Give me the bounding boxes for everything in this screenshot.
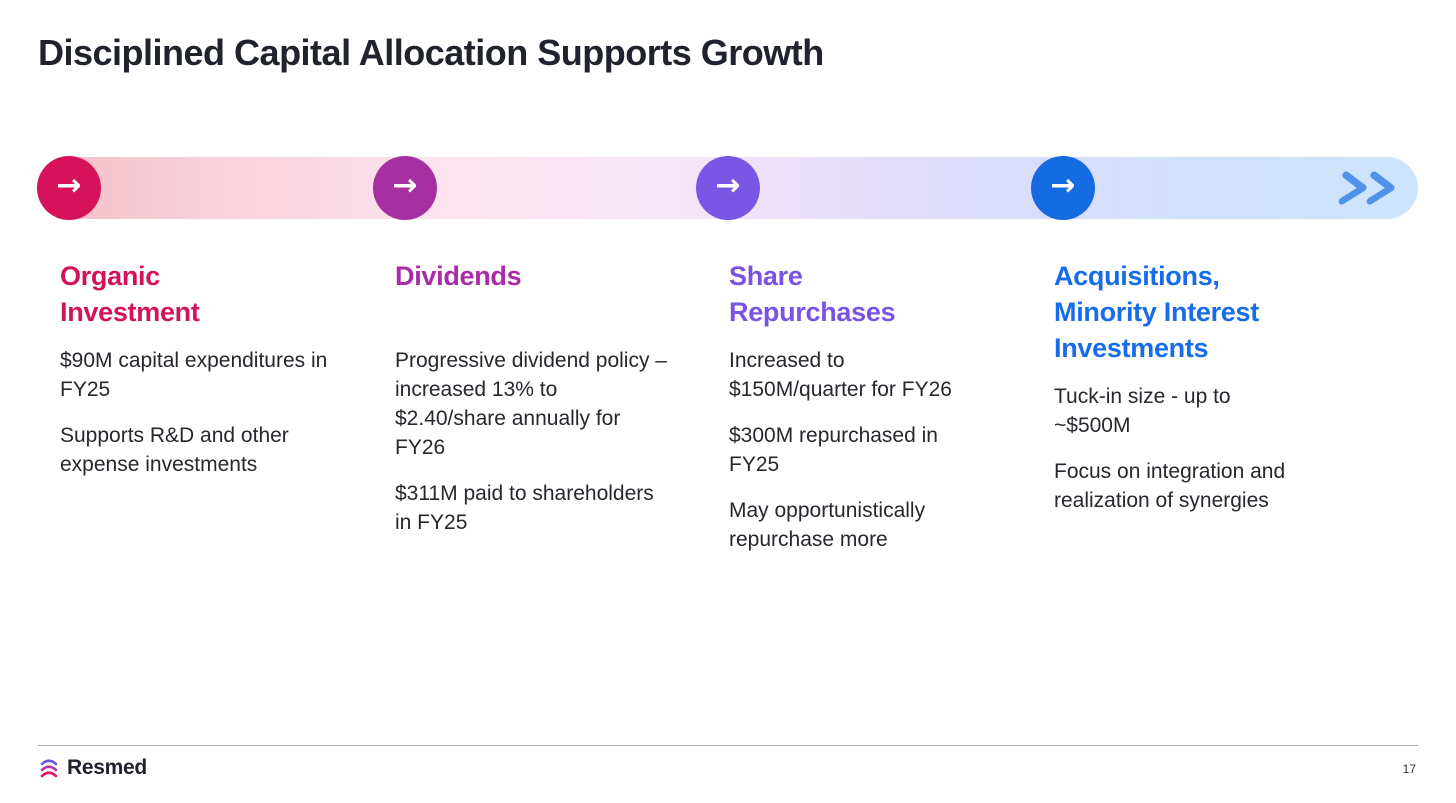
right-arrow-icon: → <box>392 168 418 203</box>
step-circle-organic-investment: → <box>37 156 101 220</box>
resmed-logo: Resmed <box>38 756 147 780</box>
column-heading: Organic Investment <box>60 261 200 327</box>
column-acquisitions: Acquisitions, Minority Interest Investme… <box>1054 258 1308 532</box>
column-paragraph: Increased to $150M/quarter for FY26 <box>729 349 952 401</box>
column-paragraph: Tuck-in size - up to ~$500M <box>1054 385 1231 437</box>
step-circle-dividends: → <box>373 156 437 220</box>
right-arrow-icon: → <box>715 168 741 203</box>
column-organic-investment: Organic Investment $90M capital expendit… <box>60 258 342 496</box>
column-paragraph: May opportunistically repurchase more <box>729 499 926 551</box>
column-paragraph: Progressive dividend policy – increased … <box>395 349 667 459</box>
column-share-repurchases: Share Repurchases Increased to $150M/qua… <box>729 258 981 571</box>
capital-allocation-flow-bar: → → → → <box>37 156 1418 220</box>
footer-divider <box>38 745 1418 746</box>
column-heading: Acquisitions, Minority Interest Investme… <box>1054 261 1259 363</box>
step-circle-acquisitions: → <box>1031 156 1095 220</box>
page-title: Disciplined Capital Allocation Supports … <box>38 32 824 73</box>
right-arrow-icon: → <box>56 168 82 203</box>
right-arrow-icon: → <box>1050 168 1076 203</box>
column-heading: Dividends <box>395 261 522 291</box>
step-circle-share-repurchases: → <box>696 156 760 220</box>
column-paragraph: $300M repurchased in FY25 <box>729 424 938 476</box>
page-number: 17 <box>1402 762 1416 776</box>
column-paragraph: $311M paid to shareholders in FY25 <box>395 482 654 534</box>
resmed-logo-icon <box>40 759 58 778</box>
brand-name: Resmed <box>67 756 147 779</box>
column-paragraph: $90M capital expenditures in FY25 <box>60 349 328 401</box>
column-paragraph: Focus on integration and realization of … <box>1054 460 1286 512</box>
fast-forward-chevrons-icon <box>1338 171 1395 205</box>
column-paragraph: Supports R&D and other expense investmen… <box>60 424 289 476</box>
column-dividends: Dividends Progressive dividend policy – … <box>395 258 671 554</box>
column-heading: Share Repurchases <box>729 261 896 327</box>
